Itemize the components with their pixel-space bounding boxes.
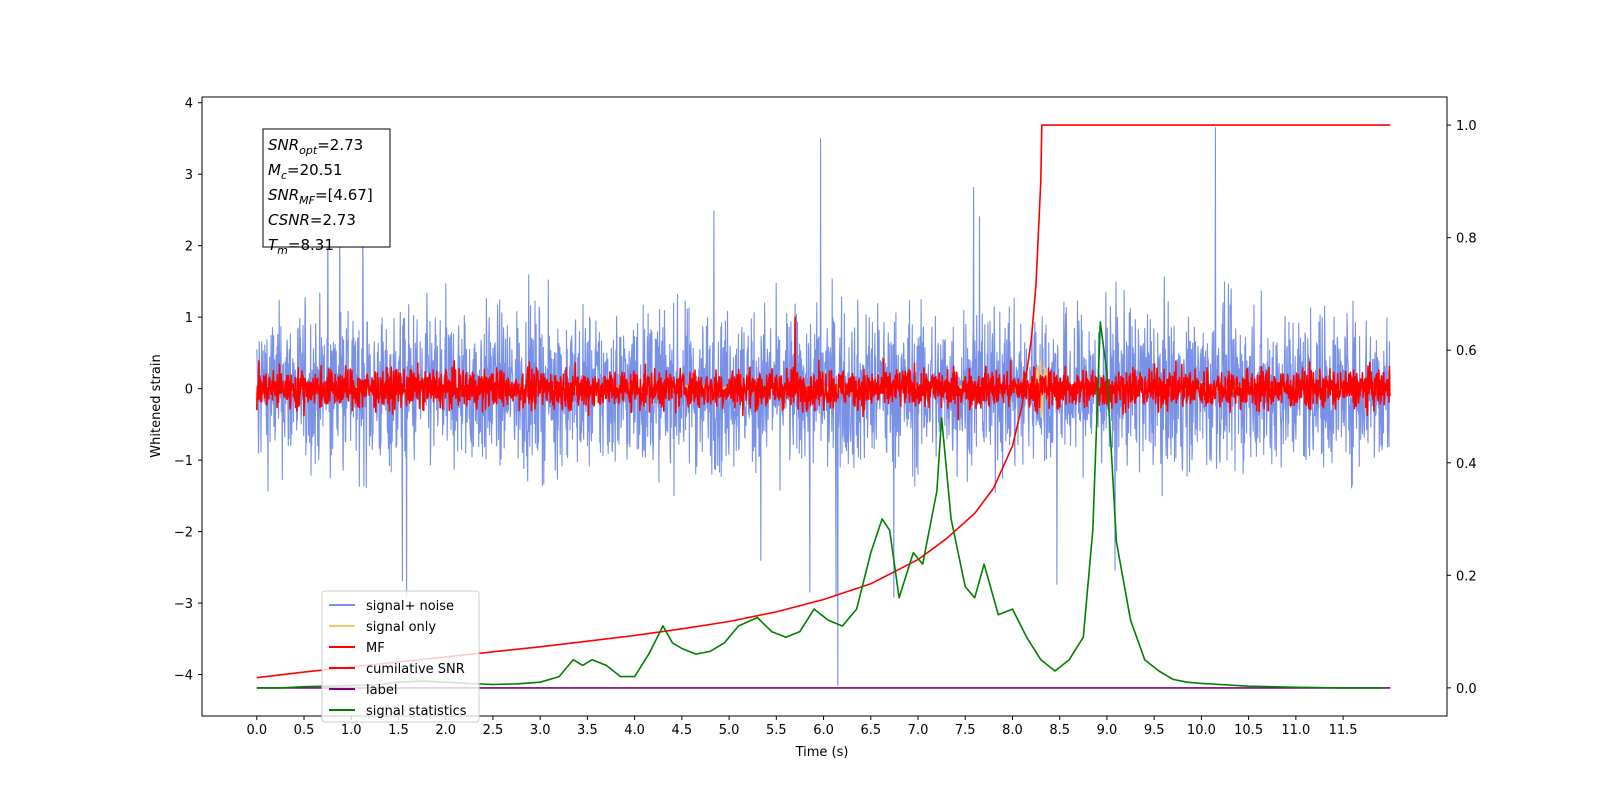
- legend-label-mf: MF: [366, 641, 385, 656]
- x-tick-label: 3.5: [577, 723, 598, 738]
- x-tick-label: 11.0: [1281, 723, 1310, 738]
- y-tick-label: 2: [185, 240, 193, 255]
- y-tick-label: 0: [185, 383, 193, 398]
- y-tick-label: 1: [185, 311, 193, 326]
- x-tick-label: 5.0: [719, 723, 740, 738]
- y-tick-label: −2: [174, 526, 193, 541]
- legend-label-signal-only: signal only: [366, 620, 436, 635]
- y-axis-label: Whitened strain: [149, 354, 164, 457]
- x-tick-label: 8.0: [1002, 723, 1023, 738]
- info-line: SNRopt=2.73: [268, 136, 363, 157]
- x-tick-label: 9.5: [1144, 723, 1165, 738]
- x-axis-label: Time (s): [795, 745, 849, 760]
- right-y-tick-label: 0.8: [1456, 232, 1477, 247]
- x-tick-label: 8.5: [1049, 723, 1070, 738]
- x-tick-label: 2.5: [483, 723, 504, 738]
- legend-label-label: label: [366, 683, 397, 698]
- info-line: CSNR=2.73: [268, 211, 356, 229]
- x-tick-label: 10.5: [1234, 723, 1263, 738]
- info-line: SNRMF=[4.67]: [268, 186, 373, 207]
- x-tick-label: 0.5: [294, 723, 315, 738]
- x-tick-label: 6.5: [860, 723, 881, 738]
- x-tick-label: 1.0: [341, 723, 362, 738]
- x-tick-label: 4.0: [624, 723, 645, 738]
- series-line-signal-statistics: [256, 321, 1386, 689]
- y-tick-label: 4: [185, 97, 193, 112]
- x-tick-label: 10.0: [1187, 723, 1216, 738]
- y-tick-label: −4: [174, 669, 193, 684]
- right-y-tick-label: 0.0: [1456, 682, 1477, 697]
- x-tick-label: 9.0: [1097, 723, 1118, 738]
- x-tick-label: 2.0: [435, 723, 456, 738]
- x-tick-label: 4.5: [672, 723, 693, 738]
- x-tick-label: 1.5: [388, 723, 409, 738]
- plot-frame: [201, 96, 1448, 717]
- legend-label-signal-noise: signal+ noise: [366, 599, 454, 614]
- legend-label-signal-statistics: signal statistics: [366, 704, 467, 719]
- series-line-mf: [256, 316, 1391, 421]
- x-tick-label: 0.0: [246, 723, 267, 738]
- info-line: Mc=20.51: [268, 161, 343, 182]
- info-line: Tm=8.31: [268, 236, 334, 257]
- x-tick-label: 7.0: [908, 723, 929, 738]
- right-y-tick-label: 0.6: [1456, 344, 1477, 359]
- x-tick-label: 6.0: [813, 723, 834, 738]
- y-tick-label: −3: [174, 597, 193, 612]
- legend-label-cumilative-snr: cumilative SNR: [366, 662, 465, 677]
- x-tick-label: 7.5: [955, 723, 976, 738]
- right-y-tick-label: 0.4: [1456, 457, 1477, 472]
- x-tick-label: 3.0: [530, 723, 551, 738]
- x-tick-label: 5.5: [766, 723, 787, 738]
- right-y-tick-label: 1.0: [1456, 119, 1477, 134]
- legend-box: [321, 590, 480, 723]
- y-tick-label: −1: [174, 454, 193, 469]
- right-y-tick-label: 0.2: [1456, 569, 1477, 584]
- x-tick-label: 11.5: [1329, 723, 1358, 738]
- y-tick-label: 3: [185, 168, 193, 183]
- info-box: [262, 128, 391, 248]
